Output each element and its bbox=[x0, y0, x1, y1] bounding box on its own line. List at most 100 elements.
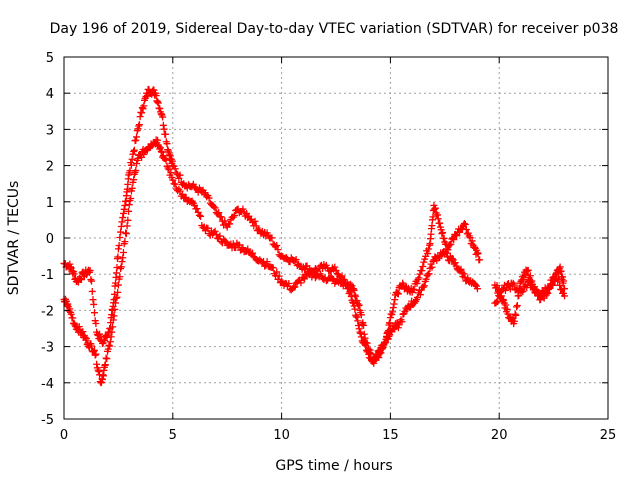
data-point bbox=[164, 164, 172, 172]
data-point bbox=[461, 220, 469, 228]
data-point bbox=[431, 205, 439, 213]
data-point bbox=[301, 266, 309, 274]
data-point bbox=[87, 276, 95, 284]
data-point bbox=[473, 285, 481, 293]
data-point bbox=[107, 333, 115, 341]
data-point bbox=[273, 268, 281, 276]
data-point bbox=[204, 224, 212, 232]
data-point bbox=[354, 317, 362, 325]
data-point bbox=[255, 226, 263, 234]
data-point bbox=[263, 258, 271, 266]
y-tick-label: 3 bbox=[46, 123, 54, 138]
data-point bbox=[134, 154, 142, 162]
data-point bbox=[159, 113, 167, 121]
data-point bbox=[114, 281, 122, 289]
data-point bbox=[128, 155, 136, 163]
data-point bbox=[414, 275, 422, 283]
data-point bbox=[331, 263, 339, 271]
y-tick-label: 5 bbox=[46, 51, 54, 66]
data-point bbox=[365, 345, 373, 353]
y-tick-label: 0 bbox=[46, 232, 54, 247]
data-point bbox=[95, 368, 103, 376]
data-point bbox=[105, 341, 113, 349]
data-point bbox=[468, 237, 476, 245]
data-point bbox=[389, 304, 397, 312]
data-point bbox=[506, 285, 514, 293]
y-tick-label: -4 bbox=[41, 377, 54, 392]
x-tick-label: 20 bbox=[491, 428, 508, 443]
data-point bbox=[493, 282, 501, 290]
data-point bbox=[474, 250, 482, 258]
data-point bbox=[523, 284, 531, 292]
data-point bbox=[150, 86, 158, 94]
data-point bbox=[252, 222, 260, 230]
data-point bbox=[197, 212, 205, 220]
data-point bbox=[160, 125, 168, 133]
data-point bbox=[338, 272, 346, 280]
y-tick-label: 2 bbox=[46, 160, 54, 175]
data-point bbox=[347, 280, 355, 288]
data-point bbox=[114, 288, 122, 296]
axis-ticks bbox=[63, 56, 609, 420]
data-point bbox=[156, 105, 164, 113]
data-point bbox=[244, 245, 252, 253]
data-point bbox=[436, 219, 444, 227]
data-point bbox=[291, 283, 299, 291]
data-point bbox=[119, 254, 127, 262]
data-point bbox=[360, 321, 368, 329]
data-point bbox=[519, 288, 527, 296]
data-point bbox=[175, 174, 183, 182]
data-point bbox=[494, 298, 502, 306]
x-tick-labels: 0 5 10 15 20 25 bbox=[60, 428, 616, 443]
data-point bbox=[136, 113, 144, 121]
data-point bbox=[154, 136, 162, 144]
data-point bbox=[438, 230, 446, 238]
data-point bbox=[226, 220, 234, 228]
data-point bbox=[398, 318, 406, 326]
data-point bbox=[156, 144, 164, 152]
data-point bbox=[88, 287, 96, 295]
data-point bbox=[431, 204, 439, 212]
data-point bbox=[425, 245, 433, 253]
data-point bbox=[373, 353, 381, 361]
data-point bbox=[520, 272, 528, 280]
data-point bbox=[92, 350, 100, 358]
data-point bbox=[503, 305, 511, 313]
data-point bbox=[193, 205, 201, 213]
data-point bbox=[115, 242, 123, 250]
data-point bbox=[111, 305, 119, 313]
data-point bbox=[215, 209, 223, 217]
data-point bbox=[119, 209, 127, 217]
data-point bbox=[410, 286, 418, 294]
data-point bbox=[93, 360, 101, 368]
data-point bbox=[124, 216, 132, 224]
data-point bbox=[350, 286, 358, 294]
data-point bbox=[88, 277, 96, 285]
data-point bbox=[138, 104, 146, 112]
data-point bbox=[221, 237, 229, 245]
data-point bbox=[352, 292, 360, 300]
data-point bbox=[422, 275, 430, 283]
data-point bbox=[163, 140, 171, 148]
data-point bbox=[130, 146, 138, 154]
data-point bbox=[119, 214, 127, 222]
data-point bbox=[379, 342, 387, 350]
data-point bbox=[167, 169, 175, 177]
data-point bbox=[230, 211, 238, 219]
data-point bbox=[217, 213, 225, 221]
data-point bbox=[309, 269, 317, 277]
data-point bbox=[133, 160, 141, 168]
y-tick-label: -3 bbox=[41, 341, 54, 356]
data-point bbox=[235, 241, 243, 249]
y-tick-label: 4 bbox=[46, 87, 54, 102]
data-point bbox=[524, 266, 532, 274]
data-point bbox=[75, 323, 83, 331]
data-point bbox=[70, 319, 78, 327]
data-point bbox=[512, 311, 520, 319]
data-point bbox=[86, 267, 94, 275]
data-point bbox=[366, 346, 374, 354]
data-point bbox=[106, 338, 114, 346]
data-point bbox=[67, 263, 75, 271]
data-point bbox=[118, 218, 126, 226]
data-point bbox=[76, 274, 84, 282]
